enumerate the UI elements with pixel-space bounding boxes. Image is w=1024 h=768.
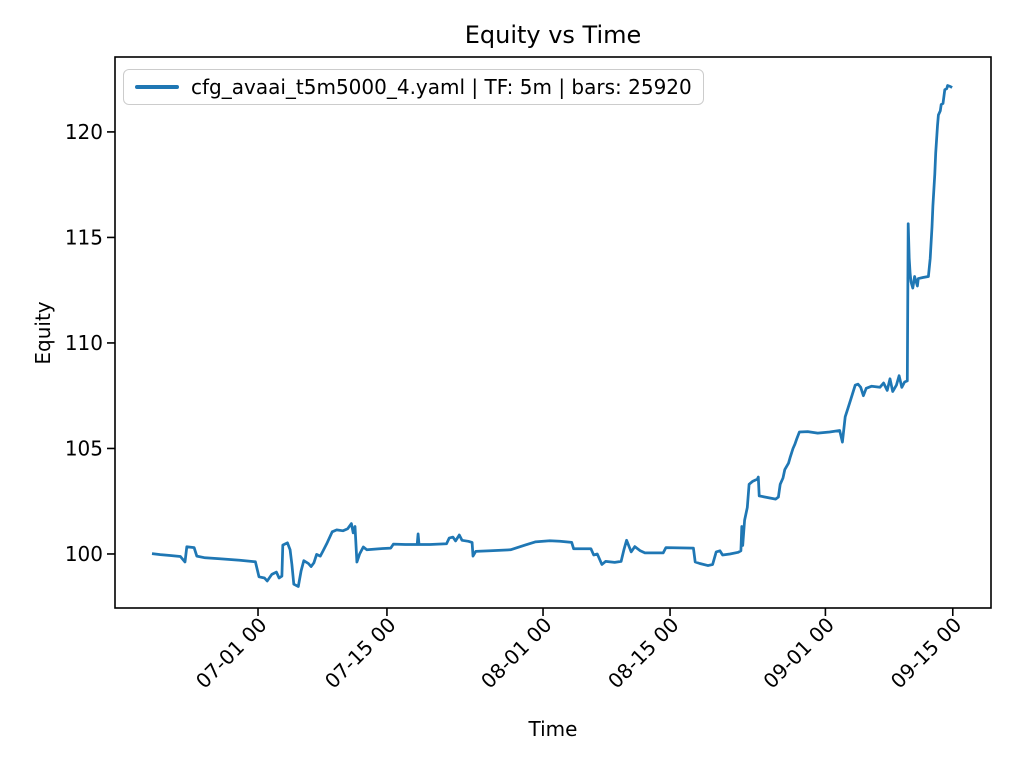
chart-title: Equity vs Time bbox=[464, 21, 642, 49]
y-tick-label: 115 bbox=[65, 225, 103, 249]
x-axis-label: Time bbox=[528, 717, 578, 741]
x-tick-label: 07-01 00 bbox=[191, 613, 272, 694]
legend-label: cfg_avaai_t5m5000_4.yaml | TF: 5m | bars… bbox=[191, 75, 692, 99]
y-axis-label: Equity bbox=[31, 301, 55, 365]
x-tick-label: 09-15 00 bbox=[886, 613, 967, 694]
y-tick-label: 100 bbox=[65, 542, 103, 566]
y-tick-label: 120 bbox=[65, 120, 103, 144]
x-tick-label: 09-01 00 bbox=[758, 613, 839, 694]
legend-line-sample bbox=[135, 85, 179, 89]
x-tick-label: 08-15 00 bbox=[603, 613, 684, 694]
x-tick-label: 08-01 00 bbox=[476, 613, 557, 694]
x-tick-label: 07-15 00 bbox=[320, 613, 401, 694]
legend: cfg_avaai_t5m5000_4.yaml | TF: 5m | bars… bbox=[123, 69, 704, 105]
y-tick-label: 105 bbox=[65, 436, 103, 460]
equity-line bbox=[151, 84, 953, 588]
axes-frame bbox=[114, 56, 992, 609]
y-tick-label: 110 bbox=[65, 331, 103, 355]
